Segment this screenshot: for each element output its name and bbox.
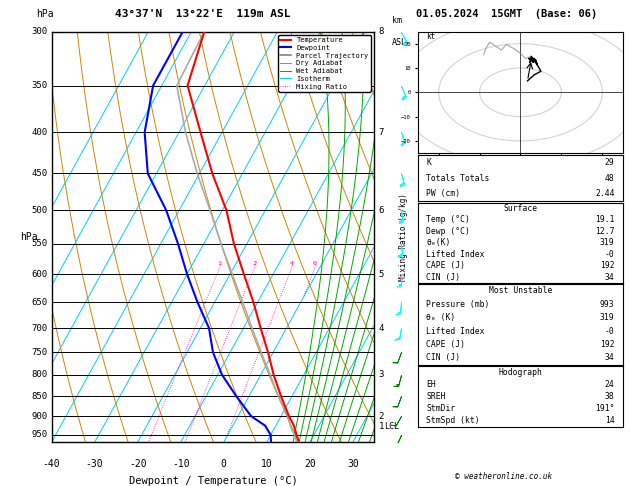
Text: 350: 350 [31, 81, 48, 90]
Text: 48: 48 [604, 174, 615, 183]
Text: hPa: hPa [36, 9, 53, 19]
Text: 4: 4 [379, 324, 384, 332]
Text: StmDir: StmDir [426, 404, 456, 413]
Text: 600: 600 [31, 270, 48, 278]
Text: 750: 750 [31, 348, 48, 357]
Text: Temp (°C): Temp (°C) [426, 215, 470, 225]
Text: 2.44: 2.44 [595, 189, 615, 198]
Text: 1: 1 [218, 261, 221, 266]
Text: 30: 30 [347, 459, 359, 469]
Text: 0: 0 [221, 459, 226, 469]
Text: EH: EH [426, 380, 437, 389]
Text: 38: 38 [604, 392, 615, 401]
Text: 993: 993 [600, 300, 615, 309]
Text: 450: 450 [31, 169, 48, 178]
Text: PW (cm): PW (cm) [426, 189, 460, 198]
Text: 4: 4 [289, 261, 293, 266]
Text: 34: 34 [604, 273, 615, 281]
Text: 400: 400 [31, 128, 48, 137]
Text: 6: 6 [379, 206, 384, 215]
Text: θₑ (K): θₑ (K) [426, 313, 456, 322]
Text: -0: -0 [604, 250, 615, 259]
Text: -30: -30 [86, 459, 103, 469]
Text: 12.7: 12.7 [595, 227, 615, 236]
Text: Totals Totals: Totals Totals [426, 174, 490, 183]
Text: StmSpd (kt): StmSpd (kt) [426, 416, 480, 425]
Text: 319: 319 [600, 313, 615, 322]
Text: 14: 14 [604, 416, 615, 425]
Text: K: K [426, 158, 431, 167]
Legend: Temperature, Dewpoint, Parcel Trajectory, Dry Adiabat, Wet Adiabat, Isotherm, Mi: Temperature, Dewpoint, Parcel Trajectory… [279, 35, 370, 92]
Text: 550: 550 [31, 239, 48, 248]
Text: CIN (J): CIN (J) [426, 353, 460, 363]
Text: Dewp (°C): Dewp (°C) [426, 227, 470, 236]
Text: 1: 1 [379, 422, 384, 431]
Text: Dewpoint / Temperature (°C): Dewpoint / Temperature (°C) [128, 476, 298, 486]
Text: 10: 10 [261, 459, 272, 469]
Text: Surface: Surface [503, 204, 538, 213]
Text: Most Unstable: Most Unstable [489, 286, 552, 295]
Text: 319: 319 [600, 238, 615, 247]
Text: kt: kt [426, 32, 436, 41]
Text: © weatheronline.co.uk: © weatheronline.co.uk [455, 472, 552, 481]
Text: Hodograph: Hodograph [499, 367, 542, 377]
Text: 01.05.2024  15GMT  (Base: 06): 01.05.2024 15GMT (Base: 06) [416, 9, 597, 19]
Text: Lifted Index: Lifted Index [426, 327, 485, 336]
Text: -10: -10 [172, 459, 189, 469]
Text: 800: 800 [31, 370, 48, 380]
Text: CAPE (J): CAPE (J) [426, 261, 465, 270]
Text: 19.1: 19.1 [595, 215, 615, 225]
Text: CAPE (J): CAPE (J) [426, 340, 465, 349]
Text: 900: 900 [31, 412, 48, 420]
Text: 191°: 191° [595, 404, 615, 413]
Text: Mixing Ratio (g/kg): Mixing Ratio (g/kg) [399, 193, 408, 281]
Text: 20: 20 [304, 459, 316, 469]
Text: 29: 29 [604, 158, 615, 167]
Text: 8: 8 [379, 27, 384, 36]
Text: SREH: SREH [426, 392, 446, 401]
Text: 192: 192 [600, 261, 615, 270]
Text: 43°37'N  13°22'E  119m ASL: 43°37'N 13°22'E 119m ASL [116, 9, 291, 19]
Text: 7: 7 [379, 128, 384, 137]
Text: 34: 34 [604, 353, 615, 363]
Text: 3: 3 [379, 370, 384, 380]
Text: 6: 6 [313, 261, 316, 266]
Text: ASL: ASL [392, 38, 407, 47]
Text: 650: 650 [31, 297, 48, 307]
Text: 2: 2 [252, 261, 256, 266]
Text: 5: 5 [379, 270, 384, 278]
Text: 192: 192 [600, 340, 615, 349]
Text: CIN (J): CIN (J) [426, 273, 460, 281]
Text: 300: 300 [31, 27, 48, 36]
Text: 700: 700 [31, 324, 48, 332]
Text: hPa: hPa [20, 232, 38, 242]
Text: -40: -40 [43, 459, 60, 469]
Text: 850: 850 [31, 392, 48, 400]
Text: -20: -20 [129, 459, 147, 469]
Text: 24: 24 [604, 380, 615, 389]
Text: LCL: LCL [384, 422, 399, 431]
Text: -0: -0 [604, 327, 615, 336]
Text: km: km [392, 17, 402, 25]
Text: θₑ(K): θₑ(K) [426, 238, 451, 247]
Text: 2: 2 [379, 412, 384, 420]
Text: 500: 500 [31, 206, 48, 215]
Text: Pressure (mb): Pressure (mb) [426, 300, 490, 309]
Text: Lifted Index: Lifted Index [426, 250, 485, 259]
Text: 950: 950 [31, 431, 48, 439]
